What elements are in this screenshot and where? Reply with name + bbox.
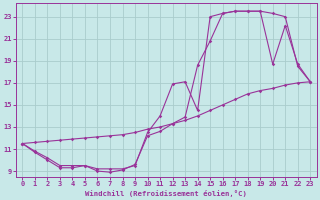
X-axis label: Windchill (Refroidissement éolien,°C): Windchill (Refroidissement éolien,°C)	[85, 190, 247, 197]
